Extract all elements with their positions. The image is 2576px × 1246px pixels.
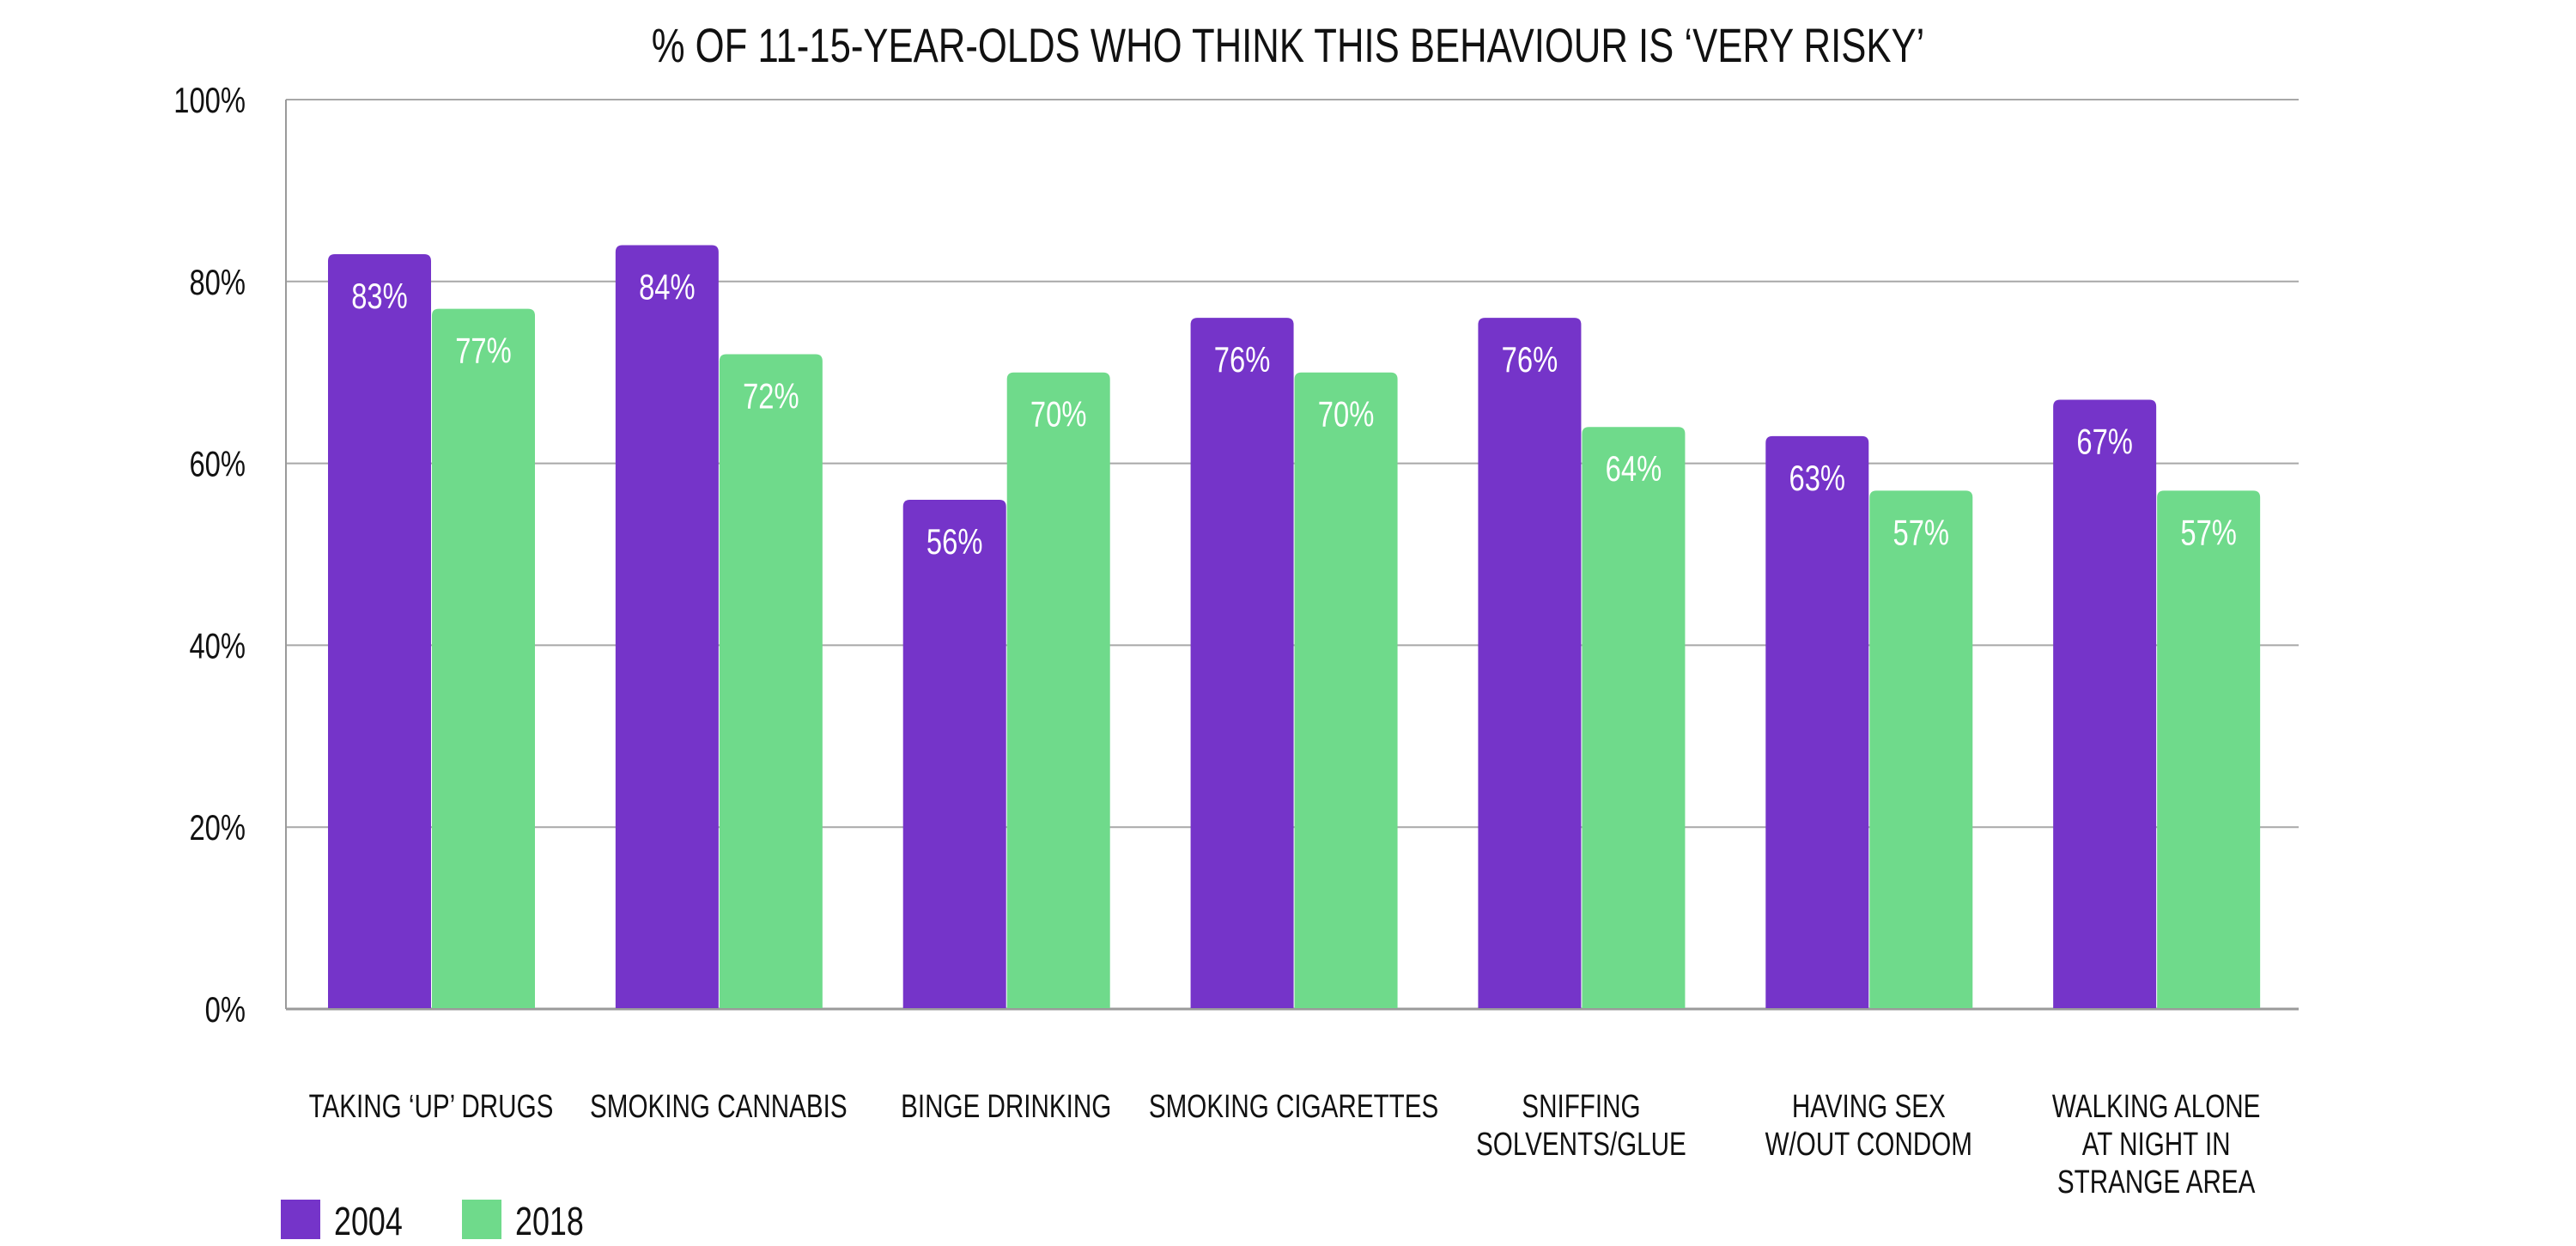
bar-value-label: 76% xyxy=(1502,339,1558,380)
category-label: W/OUT CONDOM xyxy=(1765,1127,1972,1163)
legend-swatch xyxy=(281,1200,320,1239)
bar-value-label: 84% xyxy=(639,267,696,307)
category-label: SNIFFING xyxy=(1522,1089,1640,1125)
bar-value-label: 57% xyxy=(1893,512,1950,552)
y-tick-label: 0% xyxy=(205,989,246,1030)
bar-value-label: 77% xyxy=(455,331,512,371)
bar-2004 xyxy=(2053,399,2157,1009)
bar-value-label: 67% xyxy=(2076,422,2133,462)
bar-2004 xyxy=(328,254,431,1008)
category-label: WALKING ALONE xyxy=(2052,1089,2261,1125)
x-axis-labels: TAKING ‘UP’ DRUGS SMOKING CANNABIS BINGE D… xyxy=(309,1089,2261,1200)
bar-value-label: 56% xyxy=(927,521,983,562)
bar-2018 xyxy=(2157,490,2261,1008)
bar-2004 xyxy=(1765,435,1869,1009)
bar-2004 xyxy=(902,499,1006,1008)
bar-2018 xyxy=(1869,490,1973,1008)
y-tick-label: 20% xyxy=(189,807,246,848)
bar-2018 xyxy=(1294,372,1398,1008)
chart-title: % OF 11-15-YEAR-OLDS WHO THINK THIS BEHA… xyxy=(652,19,1925,72)
bar-2004 xyxy=(1478,318,1582,1008)
legend-label: 2004 xyxy=(334,1200,403,1243)
legend-swatch xyxy=(462,1200,501,1239)
category-label: SMOKING CIGARETTES xyxy=(1149,1089,1438,1125)
category-label: BINGE DRINKING xyxy=(901,1089,1111,1125)
y-tick-label: 100% xyxy=(173,80,246,120)
y-tick-label: 60% xyxy=(189,444,246,484)
y-tick-label: 40% xyxy=(189,625,246,666)
category-label: SMOKING CANNABIS xyxy=(590,1089,848,1125)
bar-value-label: 70% xyxy=(1318,394,1375,435)
bar-value-label: 64% xyxy=(1606,448,1662,489)
category-label: STRANGE AREA xyxy=(2057,1164,2256,1200)
y-tick-label: 80% xyxy=(189,262,246,302)
bar-value-label: 70% xyxy=(1030,394,1087,435)
bars: 83% 77% 84% 72% 56% 70% 76% 70% 76% 64% 63% 57% 67% 5… xyxy=(328,245,2261,1009)
category-label: SOLVENTS/GLUE xyxy=(1476,1127,1686,1163)
bar-2018 xyxy=(719,354,823,1008)
bar-value-label: 83% xyxy=(351,276,408,316)
bar-2018 xyxy=(1582,427,1686,1008)
bar-2004 xyxy=(615,245,719,1008)
bar-value-label: 72% xyxy=(743,376,799,416)
bar-2018 xyxy=(1006,372,1110,1008)
bar-value-label: 63% xyxy=(1789,458,1846,498)
y-axis-ticks: 0% 20% 40% 60% 80% 100% xyxy=(173,80,246,1030)
bar-value-label: 76% xyxy=(1214,339,1271,380)
legend: 2004 2018 xyxy=(281,1200,584,1243)
legend-label: 2018 xyxy=(515,1200,584,1243)
category-label: TAKING ‘UP’ DRUGS xyxy=(309,1089,554,1125)
category-label: HAVING SEX xyxy=(1792,1089,1946,1125)
category-label: AT NIGHT IN xyxy=(2082,1127,2231,1163)
bar-value-label: 57% xyxy=(2180,512,2237,552)
bar-2004 xyxy=(1190,318,1294,1008)
bar-2018 xyxy=(432,308,535,1008)
